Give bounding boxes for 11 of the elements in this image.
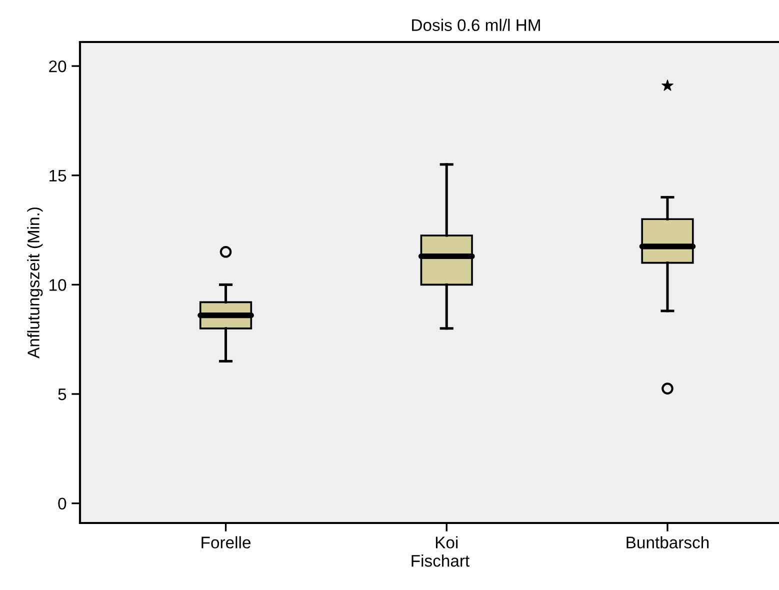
y-tick-label: 15: [50, 170, 66, 182]
x-tick-label: Forelle: [202, 536, 250, 548]
x-tick-label: Buntbarsch: [626, 536, 709, 548]
x-tick-label: Koi: [436, 536, 458, 548]
y-tick-label: 0: [58, 498, 66, 510]
y-tick-label: 10: [50, 279, 66, 291]
y-tick-label: 20: [49, 60, 66, 72]
x-axis-title: Fischart: [412, 554, 470, 567]
chart-title: Dosis 0.6 ml/l HM: [412, 18, 540, 32]
y-axis-title: Anflutungszeit (Min.): [27, 208, 43, 358]
y-tick-label: 5: [58, 388, 66, 400]
